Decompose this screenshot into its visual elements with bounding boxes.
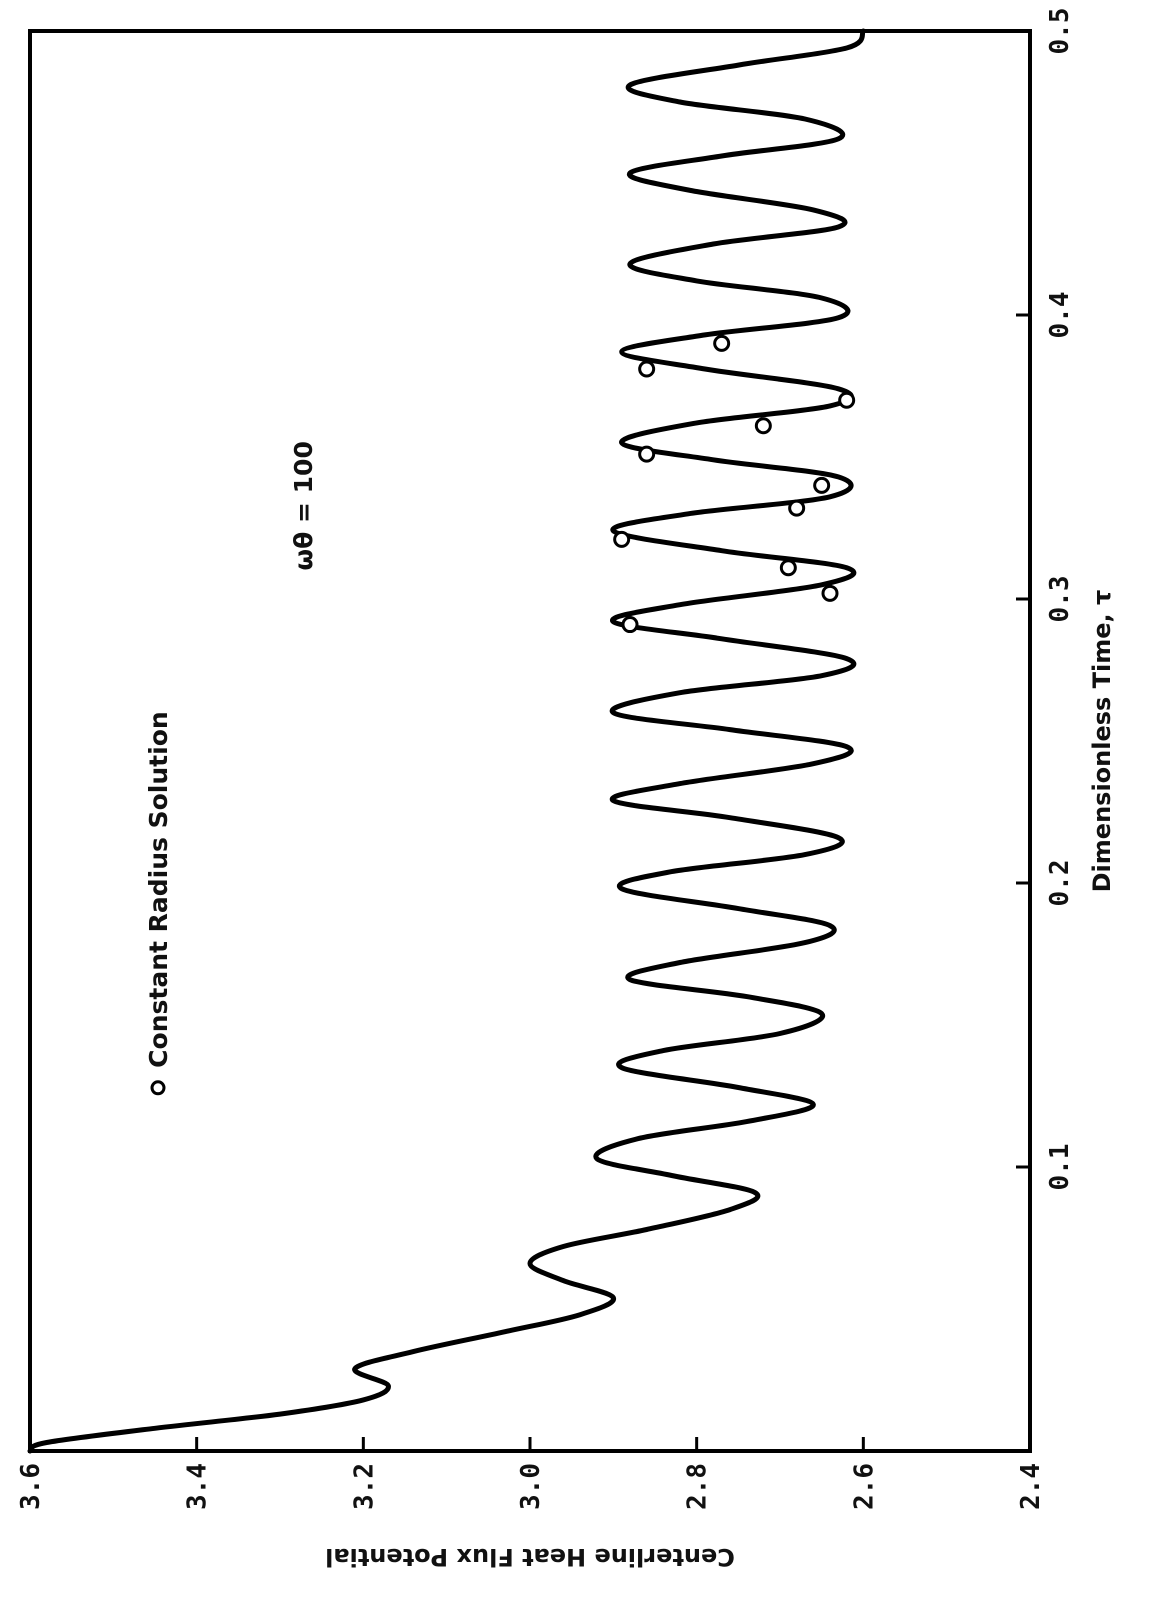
legend-label: Constant Radius Solution: [144, 711, 173, 1067]
y-tick-label: 3.6: [16, 1463, 46, 1510]
x-tick-label: 0.2: [1045, 860, 1075, 907]
data-point-marker: [638, 445, 656, 463]
data-point-marker: [621, 616, 639, 634]
series-markers: [613, 334, 856, 634]
data-point-marker: [754, 417, 772, 435]
x-axis-label: Dimensionless Time, τ: [1088, 590, 1116, 893]
x-tick-label: 0.4: [1045, 292, 1075, 339]
plot-frame: [28, 29, 1032, 1453]
y-tick-label: 2.4: [1016, 1463, 1046, 1510]
y-tick-label: 3.0: [516, 1463, 546, 1510]
axis-tick-labels: 0.1 0.2 0.3 0.4 0.5 3.6 3.4 3.2 3.0 2.8 2.6 2.4: [16, 8, 1075, 1510]
data-point-marker: [813, 476, 831, 494]
legend-marker: [150, 1080, 166, 1096]
y-axis-label: Centerline Heat Flux Potential: [325, 1543, 735, 1571]
data-point-marker: [779, 559, 797, 577]
y-tick-label: 2.8: [683, 1463, 713, 1510]
omega-theta-annotation: ωθ = 100: [289, 441, 318, 570]
x-tick-label: 0.3: [1045, 576, 1075, 623]
axis-ticks: [28, 29, 1032, 1451]
data-point-marker: [821, 584, 839, 602]
data-point-marker: [613, 530, 631, 548]
y-tick-label: 3.4: [183, 1463, 213, 1510]
data-point-marker: [638, 360, 656, 378]
y-tick-label: 2.6: [849, 1463, 879, 1510]
series-line: [27, 28, 866, 1454]
data-point-marker: [838, 391, 856, 409]
data-point-marker: [788, 499, 806, 517]
x-tick-label: 0.5: [1045, 8, 1075, 55]
data-point-marker: [713, 334, 731, 352]
y-tick-label: 3.2: [349, 1463, 379, 1510]
x-tick-label: 0.1: [1045, 1144, 1075, 1191]
